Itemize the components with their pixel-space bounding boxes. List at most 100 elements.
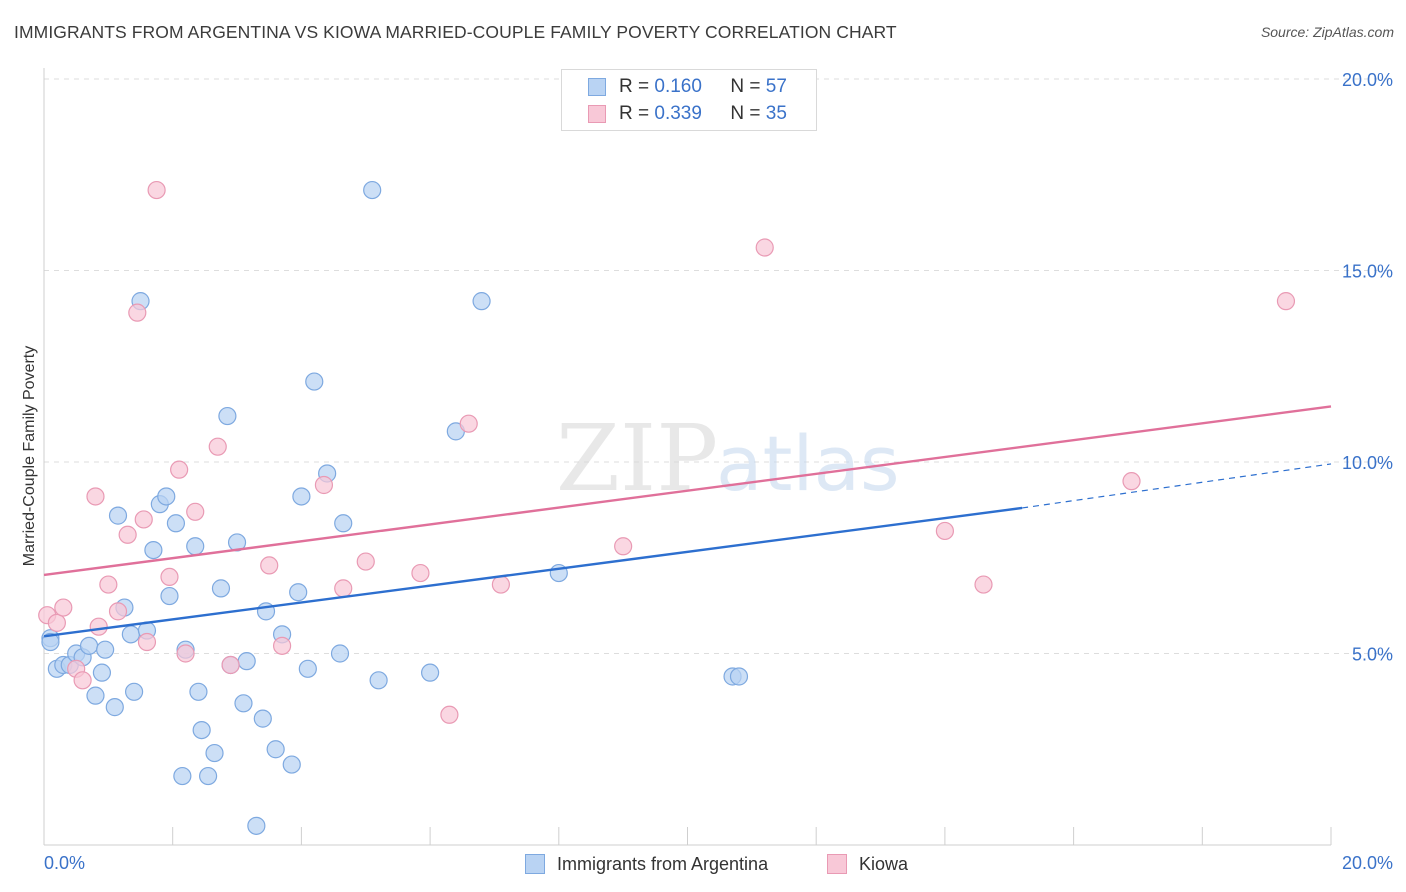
series-kiowa: [38, 180, 1296, 724]
x-tick-label-min: 0.0%: [44, 853, 85, 873]
kiowa-point-28: [491, 575, 510, 594]
argentina-point-21: [166, 514, 186, 533]
argentina-point-34: [237, 652, 256, 671]
legend-r-value: 0.339: [654, 103, 702, 124]
kiowa-point-18: [208, 437, 227, 456]
y-tick-labels: 5.0% 10.0% 15.0% 20.0%: [1342, 70, 1393, 665]
grid: [44, 78, 1393, 654]
argentina-point-41: [289, 583, 308, 602]
argentina-point-8: [92, 663, 112, 682]
argentina-point-55: [729, 667, 749, 686]
series-argentina: [41, 180, 749, 835]
kiowa-point-20: [260, 556, 279, 575]
argentina-point-26: [192, 720, 211, 740]
argentina-point-38: [266, 740, 285, 759]
kiowa-point-7: [99, 575, 118, 594]
argentina-point-28: [205, 743, 224, 763]
argentina-point-50: [421, 663, 440, 682]
chart-source: Source: ZipAtlas.com: [1260, 24, 1394, 40]
watermark-atlas: atlas: [716, 419, 900, 508]
legend-swatch-pink: [588, 105, 606, 123]
argentina-point-20: [160, 586, 179, 606]
argentina-point-33: [234, 694, 253, 713]
kiowa-point-31: [935, 521, 955, 541]
legend-n-label: N =: [730, 76, 761, 97]
kiowa-point-33: [1122, 472, 1141, 491]
legend-item-kiowa: Kiowa: [827, 851, 908, 877]
legend-n-value: 35: [765, 103, 787, 124]
argentina-point-43: [298, 659, 317, 678]
argentina-point-30: [218, 406, 237, 426]
kiowa-point-34: [1276, 292, 1296, 311]
argentina-point-40: [282, 755, 301, 774]
x-tick-label-max: 20.0%: [1342, 853, 1393, 873]
argentina-point-14: [124, 682, 144, 701]
legend-row-argentina: R = 0.160 N = 57: [588, 75, 787, 99]
trend-line-argentina-extension: [1022, 463, 1332, 509]
kiowa-point-14: [160, 567, 179, 587]
argentina-point-52: [472, 292, 491, 311]
argentina-point-27: [198, 766, 218, 786]
argentina-point-56: [41, 632, 60, 652]
argentina-point-36: [253, 709, 272, 728]
kiowa-point-2: [54, 598, 73, 617]
argentina-point-49: [369, 671, 388, 690]
argentina-point-10: [105, 698, 124, 717]
argentina-point-22: [173, 766, 192, 786]
kiowa-point-15: [170, 460, 189, 479]
argentina-point-7: [86, 686, 105, 705]
stats-legend: R = 0.160 N = 57 R = 0.339 N = 35: [561, 69, 817, 131]
y-tick-label: 15.0%: [1342, 262, 1393, 282]
kiowa-point-27: [459, 414, 478, 433]
argentina-point-25: [189, 682, 208, 701]
kiowa-point-25: [411, 563, 430, 583]
argentina-point-29: [211, 579, 231, 598]
kiowa-point-19: [221, 655, 240, 675]
kiowa-point-13: [147, 180, 166, 200]
legend-n-value: 57: [765, 76, 787, 97]
legend-n-label: N =: [730, 103, 761, 124]
argentina-point-24: [186, 537, 205, 556]
kiowa-point-4: [73, 671, 92, 690]
legend-label-argentina: Immigrants from Argentina: [557, 853, 769, 874]
argentina-point-48: [363, 180, 382, 200]
kiowa-point-10: [128, 303, 147, 322]
argentina-point-46: [330, 644, 350, 663]
y-tick-label: 10.0%: [1342, 453, 1393, 473]
kiowa-point-22: [314, 475, 334, 495]
legend-row-kiowa: R = 0.339 N = 35: [588, 102, 787, 126]
kiowa-point-1: [47, 613, 66, 632]
kiowa-point-6: [89, 617, 108, 636]
kiowa-point-23: [334, 579, 353, 598]
x-ticks: [43, 827, 1332, 845]
kiowa-point-5: [86, 487, 105, 506]
kiowa-point-29: [614, 537, 633, 556]
legend-swatch-pink: [827, 854, 847, 874]
argentina-point-11: [108, 506, 128, 525]
argentina-point-9: [96, 640, 115, 659]
kiowa-point-16: [176, 644, 195, 663]
legend-r-label: R =: [619, 103, 650, 124]
argentina-point-19: [157, 487, 176, 506]
legend-item-argentina: Immigrants from Argentina: [525, 851, 768, 877]
trend-lines: [43, 405, 1332, 638]
argentina-point-35: [247, 816, 266, 835]
kiowa-point-8: [108, 602, 128, 621]
y-axis-label: Married-Couple Family Poverty: [21, 345, 38, 567]
argentina-point-6: [79, 636, 99, 655]
y-tick-label: 5.0%: [1352, 645, 1393, 665]
kiowa-point-17: [186, 502, 205, 521]
legend-r-value: 0.160: [654, 76, 702, 97]
argentina-point-17: [144, 540, 163, 560]
kiowa-point-9: [118, 525, 137, 544]
kiowa-point-11: [134, 510, 153, 529]
kiowa-point-24: [356, 552, 375, 571]
kiowa-point-12: [137, 632, 157, 652]
argentina-point-13: [121, 625, 140, 644]
argentina-point-32: [227, 533, 247, 552]
y-tick-label: 20.0%: [1342, 70, 1393, 90]
argentina-point-44: [305, 372, 324, 391]
legend-label-kiowa: Kiowa: [859, 853, 909, 874]
legend-r-label: R =: [619, 76, 650, 97]
